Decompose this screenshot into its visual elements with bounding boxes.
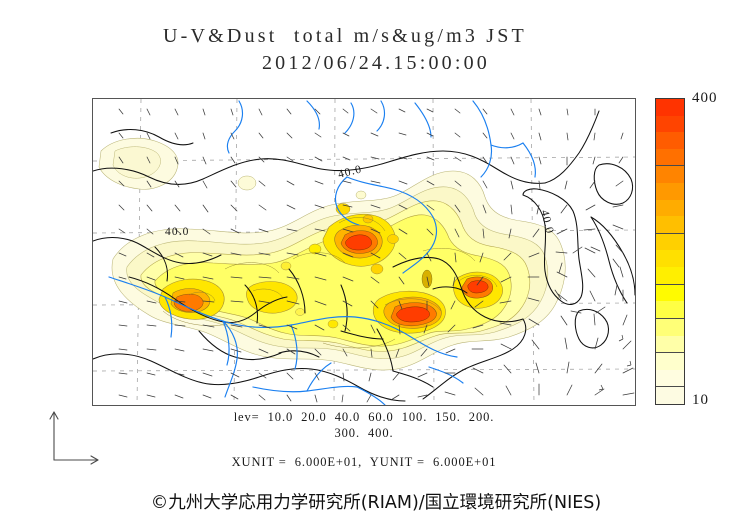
contour-lines (162, 217, 498, 349)
map-plot-area: 40.0 40.0 40.0 (92, 98, 636, 406)
colorbar-band-16 (656, 369, 684, 387)
colorbar-band-9 (656, 250, 684, 268)
contour-label-1: 40.0 (337, 163, 364, 181)
dust-patch-tarim-inner (112, 146, 161, 179)
colorbar-band-17 (656, 386, 684, 404)
colorbar-max-label: 400 (692, 90, 718, 106)
colorbar-band-0 (656, 99, 684, 116)
wind-vector-scale-key (49, 411, 99, 465)
contour-value-labels: 40.0 40.0 40.0 (165, 163, 556, 238)
vector-key-y-arrowhead (49, 411, 59, 420)
colorbar-band-7 (656, 216, 684, 233)
colorbar-band-15 (656, 352, 684, 370)
rivers (108, 100, 536, 405)
dust-contour-400-east (467, 280, 489, 294)
dust-contour-400-nchina (345, 234, 372, 251)
colorbar-band-14 (656, 335, 684, 353)
wind-vector-field (118, 108, 635, 403)
contour-levels-line1: lev= 10.0 20.0 40.0 60.0 100. 150. 200. (233, 410, 495, 424)
colorbar-band-13 (656, 317, 684, 336)
colorbar-band-10 (656, 267, 684, 284)
vector-key-x-arrowhead (90, 455, 99, 465)
colorbar-band-11 (656, 283, 684, 302)
colorbar-min-label: 10 (692, 392, 709, 408)
dust-concentration-field (98, 138, 566, 371)
colorbar-band-12 (656, 301, 684, 318)
colorbar-band-4 (656, 165, 684, 184)
contour-label-2: 40.0 (538, 209, 556, 236)
colorbar-band-1 (656, 115, 684, 133)
colorbar-band-3 (656, 148, 684, 166)
coastlines-and-borders (93, 110, 635, 402)
contour-levels-line2: 300. 400. (334, 426, 394, 440)
dust-contour-400-bohai (396, 306, 430, 323)
axis-units-line: XUNIT = 6.000E+01, YUNIT = 6.000E+01 (231, 455, 497, 469)
dust-speckle-cores (237, 175, 433, 329)
contour-label-0: 40.0 (165, 226, 190, 238)
figure-title-line2: 2012/06/24.15:00:00 (261, 52, 491, 74)
figure-title-line1: U-V&Dust total m/s&ug/m3 JST (163, 25, 527, 47)
colorbar-band-8 (656, 232, 684, 251)
colorbar-band-2 (656, 132, 684, 149)
colorbar-band-5 (656, 183, 684, 200)
cyclone-vectors (554, 246, 620, 314)
copyright-credit: ©九州大学応用力学研究所(RIAM)/国立環境研究所(NIES) (150, 493, 602, 513)
colorbar (655, 98, 685, 405)
wind-vector-arrowheads (598, 334, 632, 391)
colorbar-band-6 (656, 199, 684, 217)
